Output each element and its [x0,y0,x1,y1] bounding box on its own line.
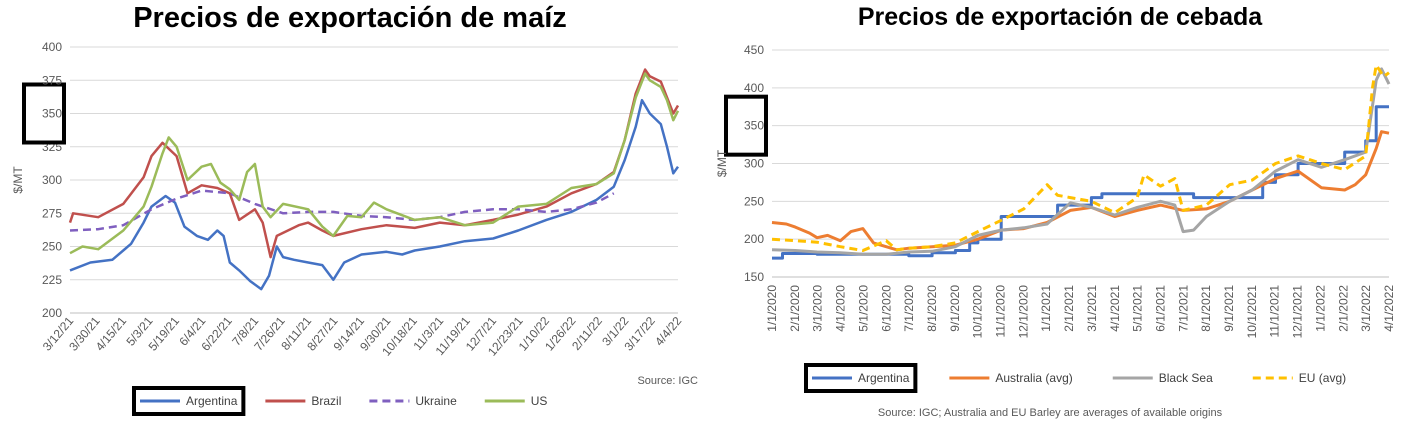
series-line-brazil [68,68,680,259]
series-line-argentina [772,105,1389,260]
series-line-ukraine [69,189,615,232]
legend-item-brazil: Brazil [265,394,341,408]
legend-item-us: US [484,394,548,408]
y-tick-label: 400 [744,81,764,95]
x-tick-label: 5/1/2021 [1131,285,1145,332]
series-line-black-sea [771,67,1391,256]
x-tick-label: 2/1/2021 [1062,285,1076,332]
corn-chart-svg: 2002252502753003253503754003/12/213/30/2… [11,40,698,416]
y-tick-label: 350 [744,119,764,133]
x-tick-label: 2/1/2022 [1336,285,1350,332]
source-note: Source: IGC [637,375,698,387]
x-tick-label: 10/1/2020 [971,285,985,339]
y-tick-label: 150 [744,270,764,284]
y-tick-label: 275 [42,206,62,220]
x-tick-label: 7/1/2020 [902,285,916,332]
x-tick-label: 9/1/2021 [1222,285,1236,332]
legend-label: Brazil [311,394,341,408]
y-tick-label: 225 [42,273,62,287]
legend-item-ukraine: Ukraine [369,394,457,408]
series-line-us [69,72,680,255]
x-tick-label: 4/4/22 [652,314,684,349]
highlight-box [724,94,768,157]
x-tick-label: 11/1/2020 [994,285,1008,338]
legend-label: Argentina [858,371,910,385]
x-tick-label: 1/1/2021 [1039,285,1053,332]
barley-chart-panel: Precios de exportación de cebada 150 200 2… [700,0,1420,430]
legend-item-argentina: Argentina [140,394,238,408]
x-tick-label: 2/1/2020 [788,285,802,332]
x-tick-label: 4/1/2021 [1108,285,1122,332]
legend-label: EU (avg) [1299,371,1346,385]
barley-chart-svg: 150 200 250 300 350 400 450 1/1/2020 2/1/2020 3/1… [715,43,1396,419]
source-note: Source: IGC; Australia and EU Barley are… [878,407,1223,419]
y-tick-label: 300 [744,157,764,171]
series-line-australia-avg [771,130,1390,252]
x-tick-label: 1/1/2020 [765,285,779,332]
x-tick-label: 5/1/2020 [856,285,870,332]
series-line-argentina [69,98,680,291]
x-tick-label: 3/1/2021 [1085,285,1099,332]
highlight-box [22,82,66,145]
x-tick-label: 12/1/2021 [1291,285,1305,339]
legend-label: US [531,394,548,408]
y-tick-label: 375 [42,73,62,87]
x-tick-label: 3/1/2022 [1359,285,1373,332]
x-tick-label: 1/1/2022 [1313,285,1327,332]
y-tick-label: 300 [42,173,62,187]
legend-item-eu-avg: EU (avg) [1252,371,1346,385]
legend-label: Ukraine [415,394,457,408]
corn-chart-panel: Precios de exportación de maíz 200 225 250… [0,0,700,430]
x-tick-label: 4/1/2022 [1382,285,1396,332]
y-tick-label: 200 [42,306,62,320]
y-axis-label: $/MT [715,149,729,177]
chart-title: Precios de exportación de cebada [857,3,1263,31]
x-tick-label: 9/1/2020 [948,285,962,332]
legend-item-australia-avg: Australia (avg) [949,371,1073,385]
x-tick-label: 4/1/2020 [834,285,848,332]
y-tick-label: 250 [744,194,764,208]
x-tick-label: 6/1/2021 [1153,285,1167,332]
x-tick-label: 7/1/2021 [1176,285,1190,332]
y-axis-label: $/MT [11,166,25,194]
y-tick-label: 250 [42,240,62,254]
y-tick-label: 200 [744,232,764,246]
x-tick-label: 6/1/2020 [879,285,893,332]
highlight-box [132,386,246,416]
chart-title: Precios de exportación de maíz [133,2,567,34]
y-tick-label: 450 [744,43,764,57]
x-tick-label: 10/1/2021 [1245,285,1259,339]
x-tick-label: 8/1/2021 [1199,285,1213,332]
highlight-box [804,363,918,393]
x-tick-label: 12/1/2020 [1016,285,1030,339]
x-tick-label: 8/1/2020 [925,285,939,332]
x-tick-label: 3/1/2020 [811,285,825,332]
legend-label: Black Sea [1159,371,1213,385]
x-tick-label: 11/1/2021 [1268,285,1282,338]
y-tick-label: 350 [42,107,62,121]
legend-item-argentina: Argentina [812,371,910,385]
legend-label: Australia (avg) [995,371,1072,385]
y-tick-label: 400 [42,40,62,54]
series-line-eu-avg [771,63,1390,252]
legend-label: Argentina [186,394,238,408]
legend-item-black-sea: Black Sea [1112,371,1213,385]
